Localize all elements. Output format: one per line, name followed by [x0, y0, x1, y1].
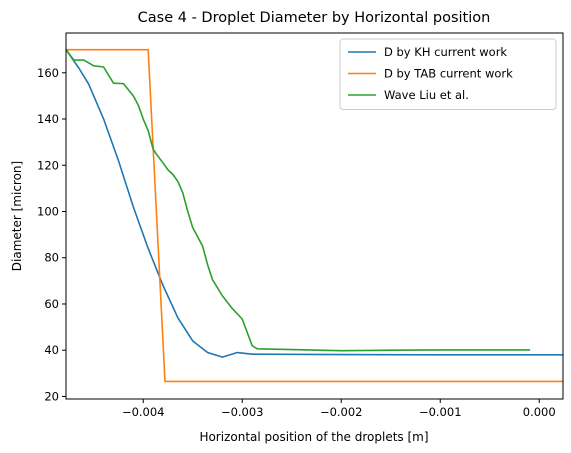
y-tick-label: 100	[37, 204, 59, 218]
series-line-2	[66, 48, 531, 352]
x-axis-label: Horizontal position of the droplets [m]	[199, 430, 428, 444]
plot-frame	[65, 32, 564, 400]
legend-label: D by KH current work	[384, 45, 507, 59]
x-tick-label: 0.000	[523, 405, 556, 419]
legend-box	[339, 38, 557, 110]
x-tick-label: −0.002	[320, 405, 363, 419]
y-tick-label: 80	[44, 251, 59, 265]
legend-label: D by TAB current work	[384, 67, 513, 81]
legend: D by KH current work D by TAB current wor…	[339, 38, 557, 110]
y-tick-label: 20	[44, 389, 59, 403]
x-axis: −0.004 −0.003 −0.002 −0.001 0.000	[122, 399, 556, 419]
y-tick-label: 140	[37, 112, 59, 126]
y-tick-label: 120	[37, 158, 59, 172]
y-tick-label: 60	[44, 297, 59, 311]
y-tick-label: 160	[37, 66, 59, 80]
series-line-0	[66, 48, 563, 358]
chart-title: Case 4 - Droplet Diameter by Horizontal …	[138, 10, 491, 26]
y-axis: 20 40 60 80 100 120 140 160	[37, 66, 66, 403]
x-tick-label: −0.004	[122, 405, 165, 419]
legend-label: Wave Liu et al.	[384, 88, 469, 102]
series-line-1	[66, 48, 563, 383]
x-tick-label: −0.003	[221, 405, 264, 419]
x-tick-label: −0.001	[419, 405, 462, 419]
series-layer	[66, 48, 563, 383]
y-tick-label: 40	[44, 343, 59, 357]
y-axis-label: Diameter [micron]	[10, 161, 24, 271]
